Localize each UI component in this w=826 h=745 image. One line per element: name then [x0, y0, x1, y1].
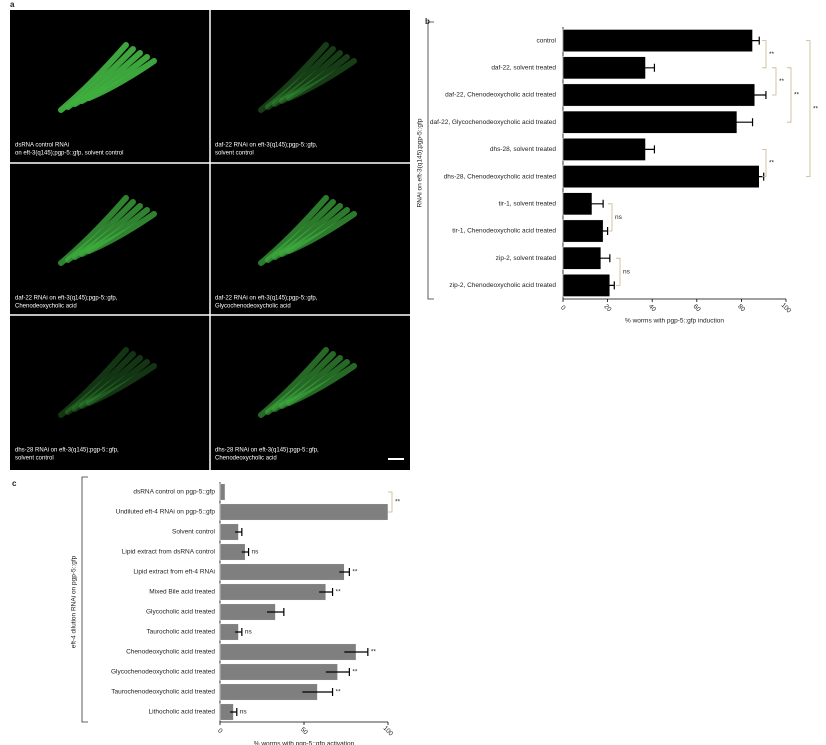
y-tick-label: dsRNA control on pgp-5::gfp [133, 489, 215, 496]
caption: daf-22 RNAi on eft-3(q145);pgp-5::gfp, [215, 143, 318, 149]
significance-bracket [787, 68, 791, 122]
caption: Chenodeoxycholic acid [215, 456, 277, 462]
caption: Chenodeoxycholic acid [15, 304, 77, 310]
y-tick-label: Glycochenodeoxycholic acid treated [111, 669, 215, 676]
significance-label: ** [794, 92, 800, 99]
bar [220, 544, 245, 560]
bracket [82, 477, 88, 722]
y-tick-label: Lithocholic acid treated [149, 709, 216, 716]
bar [220, 664, 338, 680]
y-tick-label: control [536, 37, 556, 44]
y-tick-label: zip-2, solvent treated [496, 255, 557, 262]
significance-bracket [772, 68, 776, 95]
bar [220, 584, 326, 600]
y-tick-label: tir-1, Chenodeoxycholic acid treated [452, 228, 556, 235]
y-axis-label: RNAi on eft-3(q145);pgp-5::gfp [417, 118, 424, 207]
y-tick-label: Taurochenodeoxycholic acid treated [111, 689, 215, 696]
bar [563, 274, 610, 296]
y-tick-label: zip-2, Chenodeoxycholic acid treated [449, 282, 556, 289]
caption: solvent control [15, 456, 54, 462]
y-tick-label: tir-1, solvent treated [499, 201, 557, 208]
y-tick-label: dhs-28, Chenodeoxycholic acid treated [444, 173, 557, 180]
caption: dhs-28 RNAi on eft-3(q145);pgp-5::gfp, [15, 448, 119, 454]
x-tick-label: 0 [559, 304, 567, 312]
bar [563, 165, 759, 187]
x-tick-label: 100 [382, 725, 395, 738]
caption: dsRNA control RNAi [15, 143, 69, 149]
x-tick-label: 20 [602, 303, 612, 313]
y-tick-label: daf-22, Glycochenodeoxycholic acid treat… [430, 119, 556, 126]
x-tick-label: 100 [780, 302, 793, 315]
panel-label: c [12, 479, 17, 488]
caption: daf-22 RNAi on eft-3(q145);pgp-5::gfp, [215, 296, 318, 302]
y-tick-label: Lipid extract from dsRNA control [122, 549, 216, 556]
x-axis-label: % worms with pgp-5::gfp induction [625, 318, 724, 325]
bar [563, 57, 646, 79]
bar [563, 84, 755, 106]
bar [563, 111, 737, 133]
bar [220, 564, 344, 580]
significance-label: ** [336, 689, 342, 696]
caption: solvent control [215, 151, 254, 157]
significance-label: ** [352, 669, 358, 676]
significance-label: ** [336, 589, 342, 596]
significance-label: ns [615, 214, 623, 221]
significance-bracket [762, 41, 766, 68]
x-tick-label: 80 [736, 303, 746, 313]
x-axis-label: % worms with pgp-5::gfp activation [254, 741, 355, 745]
y-tick-label: Solvent control [172, 529, 216, 536]
y-tick-label: Undiluted eft-4 RNAi on pgp-5::gfp [116, 509, 216, 516]
y-tick-label: Mixed Bile acid treated [149, 589, 215, 596]
bar [563, 220, 603, 242]
x-tick-label: 40 [647, 303, 657, 313]
significance-label: ** [779, 78, 785, 85]
significance-bracket [616, 258, 620, 285]
significance-label: ns [240, 709, 248, 716]
x-tick-label: 0 [216, 727, 224, 735]
x-tick-label: 50 [299, 726, 309, 736]
significance-label: ** [352, 569, 358, 576]
significance-label: ** [813, 105, 819, 112]
bar [563, 138, 646, 160]
y-tick-label: daf-22, Chenodeoxycholic acid treated [445, 92, 556, 99]
significance-label: ** [395, 499, 401, 506]
caption: daf-22 RNAi on eft-3(q145);pgp-5::gfp, [15, 296, 118, 302]
y-tick-label: Taurocholic acid treated [146, 629, 215, 636]
panel-label: a [10, 0, 15, 9]
significance-label: ns [623, 269, 631, 276]
significance-bracket [608, 204, 612, 231]
significance-label: ns [245, 629, 253, 636]
y-tick-label: Lipid extract from eft-4 RNAi [133, 569, 215, 576]
bar [220, 644, 356, 660]
significance-label: ** [371, 649, 377, 656]
significance-label: ns [252, 549, 260, 556]
y-axis-label: eft-4 dilution RNAi on pgp-5::gfp [71, 555, 78, 648]
caption: on eft-3(q145);pgp-5::gfp, solvent contr… [15, 151, 123, 157]
figure: a dsRNA control RNAi on eft-3(q145);pgp-5… [0, 0, 826, 745]
significance-label: ** [769, 160, 775, 167]
bar [563, 29, 753, 51]
y-tick-label: dhs-28, solvent treated [490, 146, 557, 153]
significance-label: ** [769, 51, 775, 58]
caption: dhs-28 RNAi on eft-3(q145);pgp-5::gfp, [215, 448, 319, 454]
bar [220, 484, 225, 500]
caption: Glycochenodeoxycholic acid [215, 304, 291, 310]
y-tick-label: Glycocholic acid treated [146, 609, 215, 616]
significance-bracket [806, 41, 810, 177]
bracket [428, 22, 434, 299]
x-tick-label: 60 [692, 303, 702, 313]
significance-bracket [388, 492, 392, 512]
significance-bracket [762, 149, 766, 176]
y-tick-label: Chenodeoxycholic acid treated [126, 649, 215, 656]
bar [220, 504, 388, 520]
y-tick-label: daf-22, solvent treated [491, 65, 556, 72]
